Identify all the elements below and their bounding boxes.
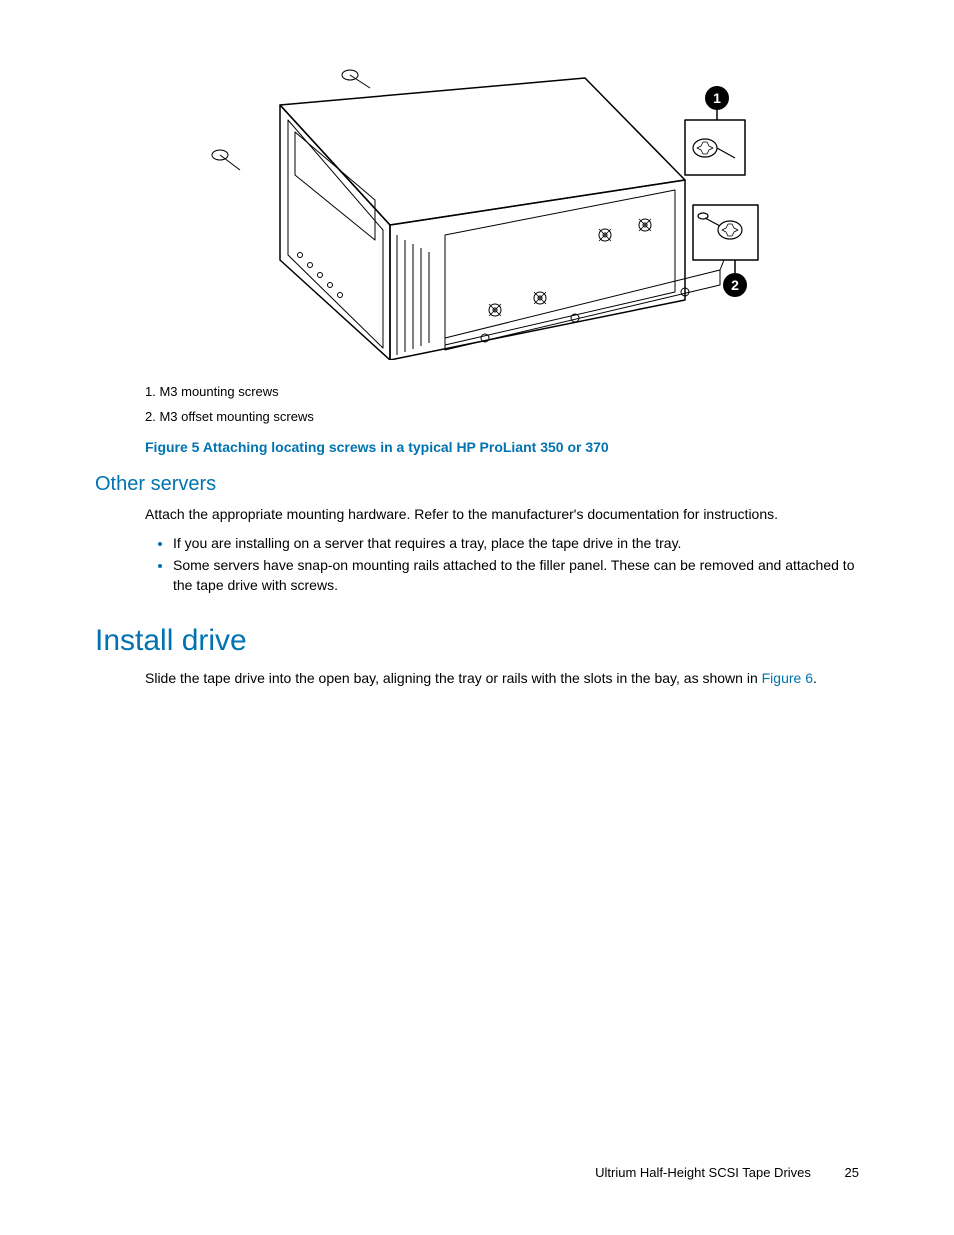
figure-6-link[interactable]: Figure 6: [762, 670, 813, 686]
legend-item-2: 2. M3 offset mounting screws: [145, 405, 859, 430]
install-drive-heading: Install drive: [95, 624, 859, 658]
figure-5-diagram: 1 2: [145, 60, 859, 365]
footer-title: Ultrium Half-Height SCSI Tape Drives: [595, 1165, 811, 1180]
callout-2-label: 2: [731, 277, 739, 293]
figure-5-caption: Figure 5 Attaching locating screws in a …: [145, 439, 859, 455]
list-item: Some servers have snap-on mounting rails…: [173, 555, 859, 596]
page-number: 25: [845, 1165, 859, 1180]
install-drive-text: Slide the tape drive into the open bay, …: [145, 668, 859, 688]
other-servers-list: If you are installing on a server that r…: [145, 533, 859, 596]
figure-legend: 1. M3 mounting screws 2. M3 offset mount…: [145, 380, 859, 429]
text-before-link: Slide the tape drive into the open bay, …: [145, 670, 762, 686]
list-item: If you are installing on a server that r…: [173, 533, 859, 553]
tape-drive-illustration: 1 2: [145, 60, 785, 360]
page-footer: Ultrium Half-Height SCSI Tape Drives 25: [595, 1165, 859, 1180]
other-servers-intro: Attach the appropriate mounting hardware…: [145, 504, 859, 524]
other-servers-heading: Other servers: [95, 473, 859, 496]
legend-item-1: 1. M3 mounting screws: [145, 380, 859, 405]
text-after-link: .: [813, 670, 817, 686]
page-container: 1 2 1. M3 mounting screws 2. M3 offset m…: [0, 0, 954, 1235]
callout-1-label: 1: [713, 90, 721, 106]
